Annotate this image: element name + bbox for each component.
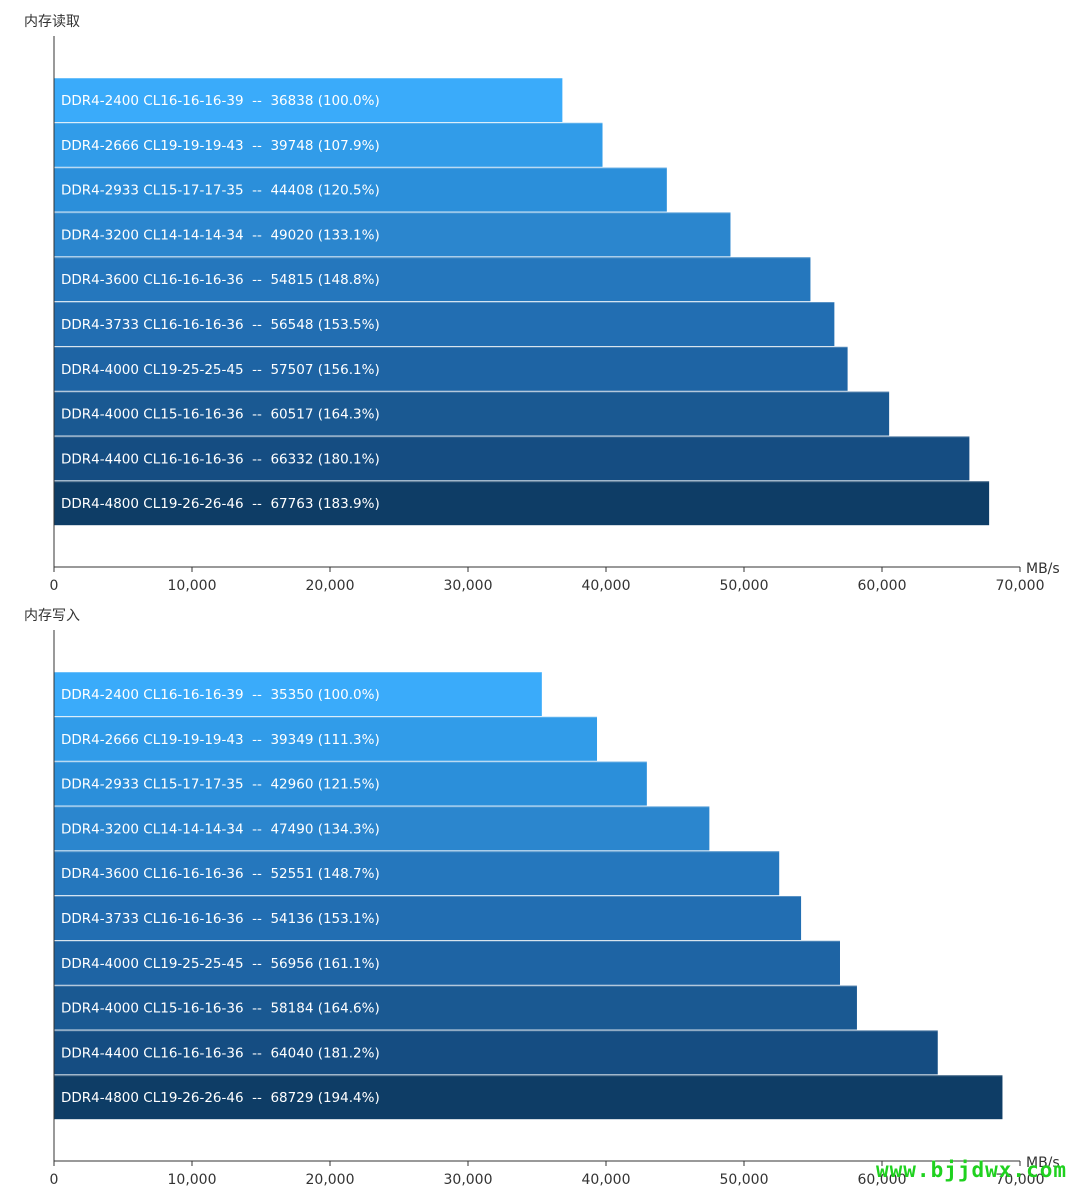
bar-label: DDR4-2933 CL15-17-17-35 -- 44408 (120.5%… — [61, 183, 380, 199]
bar — [54, 257, 811, 302]
bar — [54, 896, 802, 940]
bar — [54, 1075, 1003, 1120]
bar-label: DDR4-4400 CL16-16-16-36 -- 64040 (181.2%… — [61, 1045, 380, 1061]
bar-label: DDR4-4000 CL15-16-16-36 -- 58184 (164.6%… — [61, 1001, 380, 1017]
bar — [54, 806, 710, 851]
bar — [54, 1030, 938, 1075]
bar-label: DDR4-4800 CL19-26-26-46 -- 67763 (183.9%… — [61, 496, 380, 512]
bar — [54, 122, 603, 167]
bar-label: DDR4-3200 CL14-14-14-34 -- 49020 (133.1%… — [61, 227, 380, 243]
bar — [54, 761, 647, 806]
tick-label: 60,000 — [858, 1172, 907, 1188]
tick-label: 30,000 — [444, 578, 493, 594]
tick-label: 0 — [50, 578, 59, 594]
bar-label: DDR4-2666 CL19-19-19-43 -- 39748 (107.9%… — [61, 138, 380, 154]
bar-label: DDR4-4000 CL19-25-25-45 -- 56956 (161.1%… — [61, 956, 380, 972]
tick-label: 70,000 — [996, 578, 1045, 594]
tick-label: 60,000 — [858, 578, 907, 594]
bar-label: DDR4-2400 CL16-16-16-39 -- 36838 (100.0%… — [61, 93, 380, 109]
bar-label: DDR4-4000 CL19-25-25-45 -- 57507 (156.1%… — [61, 362, 380, 378]
chart-panel-2: 内存写入 DDR4-2400 CL16-16-16-39 -- 35350 (10… — [24, 608, 1060, 1188]
chart-panel-1: 内存读取 DDR4-2400 CL16-16-16-39 -- 36838 (10… — [24, 13, 1060, 594]
bar — [54, 436, 970, 481]
bar — [54, 672, 542, 716]
bar — [54, 851, 780, 896]
tick-label: 10,000 — [168, 578, 217, 594]
chart-title: 内存读取 — [24, 13, 80, 30]
bar-label: DDR4-4000 CL15-16-16-36 -- 60517 (164.3%… — [61, 407, 380, 423]
bar — [54, 167, 667, 212]
bar-label: DDR4-2933 CL15-17-17-35 -- 42960 (121.5%… — [61, 777, 380, 793]
tick-label: 40,000 — [582, 1172, 631, 1188]
tick-label: 50,000 — [720, 1172, 769, 1188]
bar-label: DDR4-2400 CL16-16-16-39 -- 35350 (100.0%… — [61, 687, 380, 703]
bar — [54, 716, 598, 761]
tick-label: 10,000 — [168, 1172, 217, 1188]
bar-label: DDR4-3200 CL14-14-14-34 -- 47490 (134.3%… — [61, 821, 380, 837]
bar — [54, 346, 848, 391]
tick-label: 70,000 — [996, 1172, 1045, 1188]
bar — [54, 481, 990, 526]
tick-label: 20,000 — [306, 578, 355, 594]
tick-label: 30,000 — [444, 1172, 493, 1188]
tick-label: 20,000 — [306, 1172, 355, 1188]
unit-label: MB/s — [1026, 561, 1060, 577]
bar — [54, 391, 890, 436]
bar-label: DDR4-4400 CL16-16-16-36 -- 66332 (180.1%… — [61, 451, 380, 467]
bar — [54, 985, 857, 1030]
tick-label: 0 — [50, 1172, 59, 1188]
bar-label: DDR4-3733 CL16-16-16-36 -- 54136 (153.1%… — [61, 911, 380, 927]
bar — [54, 78, 563, 122]
bar — [54, 212, 731, 257]
bar-label: DDR4-3600 CL16-16-16-36 -- 52551 (148.7%… — [61, 866, 380, 882]
tick-label: 50,000 — [720, 578, 769, 594]
chart-title: 内存写入 — [24, 608, 80, 624]
tick-label: 40,000 — [582, 578, 631, 594]
bar — [54, 940, 840, 985]
watermark-text: www.bjjdwx.com — [876, 1158, 1068, 1182]
bar-label: DDR4-4800 CL19-26-26-46 -- 68729 (194.4%… — [61, 1090, 380, 1106]
bar-label: DDR4-2666 CL19-19-19-43 -- 39349 (111.3%… — [61, 732, 380, 748]
bar — [54, 302, 835, 346]
bar-label: DDR4-3600 CL16-16-16-36 -- 54815 (148.8%… — [61, 272, 380, 288]
bar-label: DDR4-3733 CL16-16-16-36 -- 56548 (153.5%… — [61, 317, 380, 333]
unit-label: MB/s — [1026, 1155, 1060, 1171]
